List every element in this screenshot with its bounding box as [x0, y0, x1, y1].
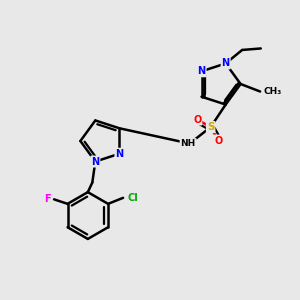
- Text: O: O: [193, 115, 201, 124]
- Text: Cl: Cl: [128, 193, 138, 203]
- Text: N: N: [116, 149, 124, 159]
- Text: N: N: [222, 58, 230, 68]
- Text: F: F: [44, 194, 51, 204]
- Text: N: N: [197, 66, 206, 76]
- Text: CH₃: CH₃: [264, 87, 282, 96]
- Text: S: S: [207, 122, 214, 132]
- Text: N: N: [91, 157, 99, 166]
- Text: O: O: [214, 136, 222, 146]
- Text: NH: NH: [181, 139, 196, 148]
